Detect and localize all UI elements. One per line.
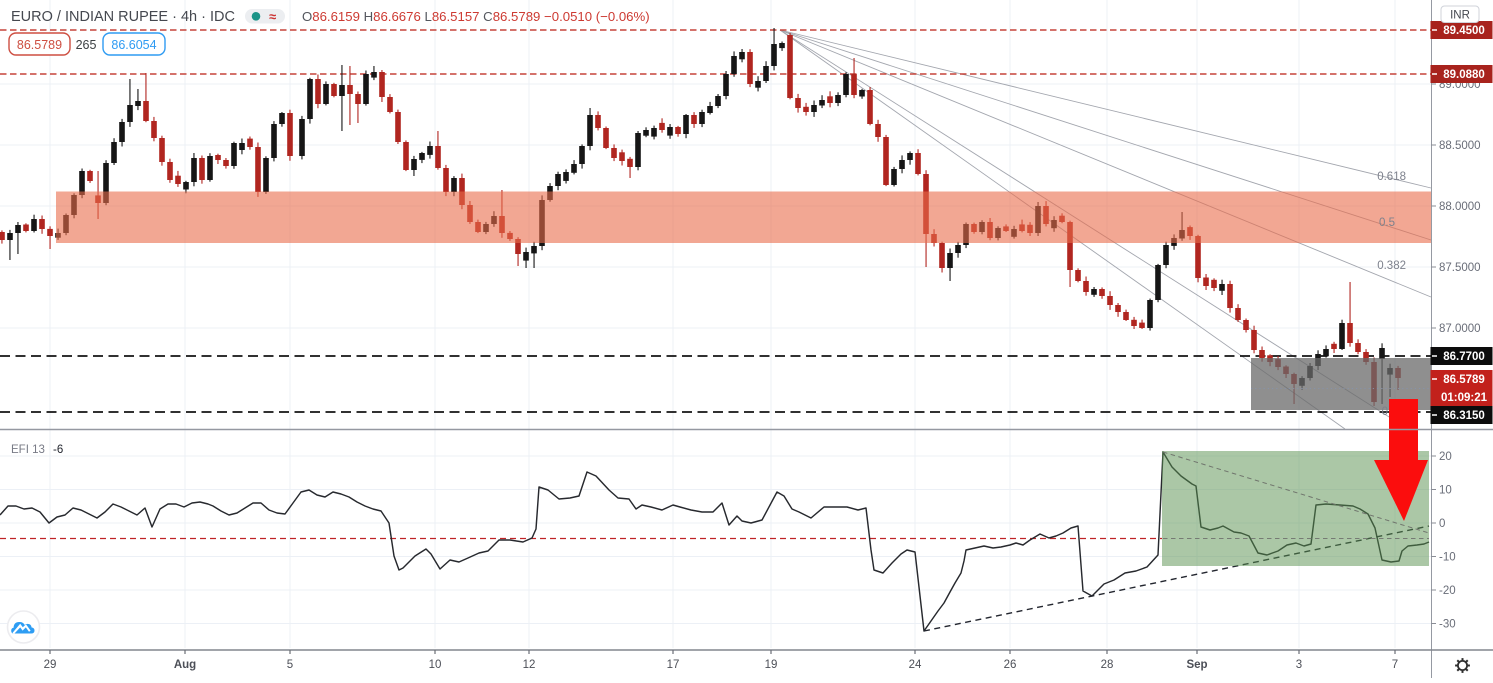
svg-text:24: 24 <box>909 659 922 671</box>
svg-text:12: 12 <box>523 659 536 671</box>
svg-text:19: 19 <box>765 659 778 671</box>
svg-text:89.4500: 89.4500 <box>1443 25 1485 37</box>
svg-text:5: 5 <box>287 659 293 671</box>
svg-text:29: 29 <box>44 659 57 671</box>
svg-text:EURO / INDIAN RUPEE · 4h · IDC: EURO / INDIAN RUPEE · 4h · IDC <box>11 9 235 25</box>
svg-text:87.5000: 87.5000 <box>1439 262 1481 274</box>
svg-text:INR: INR <box>1450 10 1470 22</box>
svg-text:26: 26 <box>1004 659 1017 671</box>
svg-text:EFI 13: EFI 13 <box>11 444 45 456</box>
svg-text:-20: -20 <box>1439 585 1456 597</box>
svg-text:0: 0 <box>1382 406 1388 418</box>
svg-text:20: 20 <box>1439 451 1452 463</box>
svg-text:01:09:21: 01:09:21 <box>1441 392 1488 404</box>
svg-text:28: 28 <box>1101 659 1114 671</box>
svg-text:87.0000: 87.0000 <box>1439 323 1481 335</box>
svg-text:0.5: 0.5 <box>1379 217 1395 229</box>
svg-text:88.0000: 88.0000 <box>1439 201 1481 213</box>
svg-text:Aug: Aug <box>174 659 196 671</box>
svg-text:88.5000: 88.5000 <box>1439 140 1481 152</box>
svg-text:17: 17 <box>667 659 680 671</box>
svg-text:0.618: 0.618 <box>1377 171 1406 183</box>
svg-text:-6: -6 <box>53 444 63 456</box>
svg-text:≈: ≈ <box>269 9 276 24</box>
svg-text:0.382: 0.382 <box>1377 260 1406 272</box>
svg-text:7: 7 <box>1392 659 1398 671</box>
svg-text:10: 10 <box>429 659 442 671</box>
svg-text:89.0880: 89.0880 <box>1443 69 1485 81</box>
svg-text:10: 10 <box>1439 485 1452 497</box>
svg-text:265: 265 <box>76 38 97 52</box>
svg-text:86.3150: 86.3150 <box>1443 410 1485 422</box>
svg-text:86.5789: 86.5789 <box>17 38 62 52</box>
svg-text:86.7700: 86.7700 <box>1443 351 1485 363</box>
svg-text:Sep: Sep <box>1186 659 1207 671</box>
svg-text:-10: -10 <box>1439 552 1456 564</box>
svg-text:3: 3 <box>1296 659 1302 671</box>
svg-text:0: 0 <box>1439 518 1445 530</box>
svg-text:86.6054: 86.6054 <box>111 38 156 52</box>
svg-text:-30: -30 <box>1439 619 1456 631</box>
svg-text:O86.6159 H86.6676 L86.5157 C86: O86.6159 H86.6676 L86.5157 C86.5789 −0.0… <box>302 9 650 24</box>
svg-text:86.5789: 86.5789 <box>1443 374 1485 386</box>
